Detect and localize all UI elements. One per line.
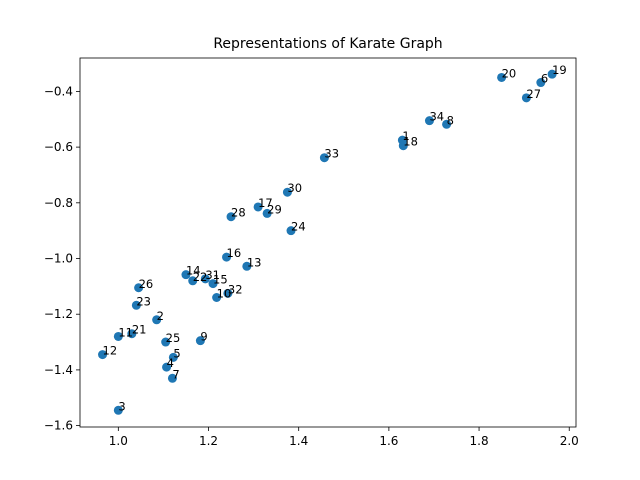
point-label: 24 <box>291 220 306 234</box>
point-label: 29 <box>267 202 282 216</box>
data-point <box>113 405 123 415</box>
data-point <box>521 93 531 103</box>
data-point <box>223 288 233 298</box>
point-labels: 1234567891011121314151617181920212223242… <box>103 63 567 413</box>
point-label: 15 <box>213 273 228 287</box>
y-tick-label: −1.2 <box>44 307 73 321</box>
y-tick-label: −1.4 <box>44 363 73 377</box>
y-tick-label: −0.8 <box>44 196 73 210</box>
data-point <box>226 212 236 222</box>
data-points <box>98 69 557 415</box>
data-point <box>319 153 329 163</box>
point-label: 2 <box>157 309 164 323</box>
data-point <box>536 78 546 88</box>
x-axis: 1.0 1.2 1.4 1.6 1.8 2.0 <box>109 427 579 448</box>
data-point <box>497 72 507 82</box>
point-label: 16 <box>227 246 242 260</box>
point-label: 33 <box>324 147 339 161</box>
data-point <box>127 329 137 339</box>
data-point <box>113 331 123 341</box>
y-axis: −1.6 −1.4 −1.2 −1.0 −0.8 −0.6 −0.4 <box>44 84 80 433</box>
point-label: 22 <box>193 270 208 284</box>
point-label: 27 <box>526 87 541 101</box>
data-point <box>282 187 292 197</box>
point-label: 14 <box>186 264 201 278</box>
data-point <box>161 337 171 347</box>
data-point <box>98 350 108 360</box>
point-label: 12 <box>103 344 118 358</box>
data-point <box>212 293 222 303</box>
data-point <box>195 336 205 346</box>
data-point <box>134 283 144 293</box>
data-point <box>286 226 296 236</box>
point-label: 20 <box>502 66 517 80</box>
point-label: 3 <box>118 399 125 413</box>
point-label: 13 <box>247 255 262 269</box>
point-label: 26 <box>139 277 154 291</box>
point-label: 5 <box>173 346 180 360</box>
point-label: 4 <box>167 356 174 370</box>
point-label: 17 <box>258 196 273 210</box>
point-label: 19 <box>552 63 567 77</box>
data-point <box>188 276 198 286</box>
point-label: 32 <box>228 282 243 296</box>
data-point <box>262 208 272 218</box>
point-label: 23 <box>136 294 151 308</box>
y-tick-label: −0.4 <box>44 84 73 98</box>
x-tick-label: 1.8 <box>470 434 489 448</box>
plot-frame <box>79 57 577 428</box>
point-label: 11 <box>118 325 133 339</box>
data-point <box>424 116 434 126</box>
point-label: 30 <box>287 181 302 195</box>
y-tick-label: −0.6 <box>44 140 73 154</box>
point-label: 9 <box>200 330 207 344</box>
x-tick-label: 1.6 <box>379 434 398 448</box>
y-tick-label: −1.0 <box>44 252 73 266</box>
x-tick-label: 1.4 <box>289 434 308 448</box>
point-label: 7 <box>172 367 179 381</box>
data-point <box>181 270 191 280</box>
data-point <box>242 261 252 271</box>
data-point <box>167 373 177 383</box>
point-label: 10 <box>217 287 232 301</box>
data-point <box>162 362 172 372</box>
point-label: 1 <box>402 129 409 143</box>
data-point <box>442 119 452 129</box>
data-point <box>208 279 218 289</box>
x-tick-label: 1.2 <box>199 434 218 448</box>
point-label: 25 <box>166 331 181 345</box>
point-label: 28 <box>231 206 246 220</box>
x-tick-label: 2.0 <box>560 434 579 448</box>
chart-title: Representations of Karate Graph <box>213 36 442 52</box>
point-label: 18 <box>403 135 418 149</box>
data-point <box>253 202 263 212</box>
point-label: 31 <box>205 268 220 282</box>
data-point <box>152 315 162 325</box>
point-label: 8 <box>447 113 454 127</box>
y-tick-label: −1.6 <box>44 419 73 433</box>
data-point <box>222 252 232 262</box>
point-label: 21 <box>132 323 147 337</box>
data-point <box>200 274 210 284</box>
point-label: 34 <box>429 110 444 124</box>
point-label: 6 <box>541 72 548 86</box>
x-tick-label: 1.0 <box>109 434 128 448</box>
data-point <box>168 352 178 362</box>
data-point <box>131 300 141 310</box>
data-point <box>398 141 408 151</box>
data-point <box>547 69 557 79</box>
